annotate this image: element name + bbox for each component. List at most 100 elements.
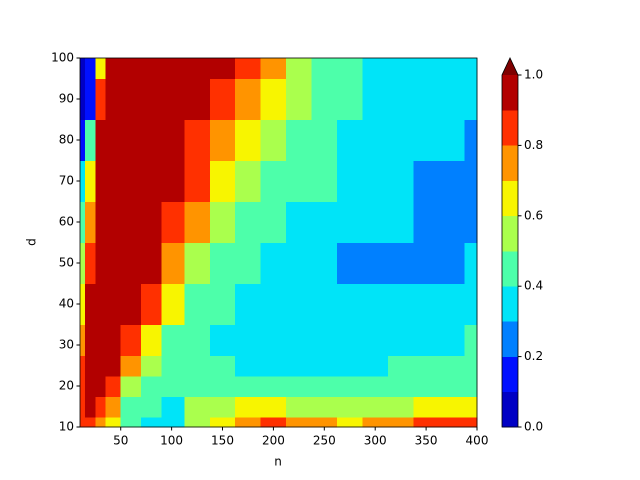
contour-cell <box>141 201 162 243</box>
contour-cell <box>337 160 363 202</box>
contour-cell <box>235 201 262 243</box>
colorbar-tick-label: 1.0 <box>524 68 543 82</box>
contour-cell <box>387 58 414 79</box>
contour-cell <box>260 242 287 284</box>
contour-cell <box>413 78 440 120</box>
contour-cell <box>184 416 211 428</box>
colorbar-band <box>502 391 518 428</box>
colorbar-band <box>502 180 518 217</box>
contour-cell <box>286 355 313 377</box>
contour-cell <box>141 396 162 418</box>
contour-cell <box>80 58 86 79</box>
contour-cell <box>235 58 262 79</box>
contour-cell <box>413 119 440 161</box>
x-tick-label: 50 <box>113 434 128 448</box>
contour-cell <box>337 58 363 79</box>
contour-cell <box>438 160 465 202</box>
contour-cell <box>95 242 106 284</box>
y-axis-label: d <box>25 238 39 246</box>
colorbar-frame <box>501 57 519 428</box>
contour-cell <box>260 160 287 202</box>
contour-cell <box>105 375 122 397</box>
contour-cell <box>362 201 389 243</box>
contour-cell <box>260 355 287 377</box>
contour-cell <box>464 355 478 377</box>
contour-cell <box>209 324 236 356</box>
contour-cell <box>464 58 478 79</box>
contour-cell <box>95 78 106 120</box>
colorbar-band <box>502 145 518 181</box>
contour-cell <box>387 78 414 120</box>
contour-cell <box>161 324 185 356</box>
contour-cell <box>286 324 313 356</box>
contour-cell <box>105 416 122 428</box>
contour-cell <box>120 78 142 120</box>
contour-cell <box>95 355 106 377</box>
contour-cell <box>260 283 287 325</box>
contour-cell <box>387 355 414 377</box>
contour-cell <box>105 78 122 120</box>
contour-cell <box>464 375 478 397</box>
contour-cell <box>286 78 313 120</box>
contour-cell <box>184 58 211 79</box>
contour-cell <box>85 375 96 397</box>
contour-cell <box>95 283 106 325</box>
contour-cell <box>80 283 86 325</box>
contour-cell <box>438 119 465 161</box>
contour-cell <box>105 58 122 79</box>
colorbar-band <box>502 356 518 393</box>
contour-cell <box>141 355 162 377</box>
contour-cell <box>85 355 96 377</box>
contour-cell <box>95 396 106 418</box>
contour-cell <box>464 78 478 120</box>
contour-cell <box>80 355 86 377</box>
contour-cell <box>337 201 363 243</box>
contour-cell <box>184 201 211 243</box>
contour-cell <box>260 375 287 397</box>
contour-cell <box>184 283 211 325</box>
contour-cell <box>209 201 236 243</box>
contour-cell <box>286 58 313 79</box>
contour-cell <box>438 201 465 243</box>
contour-cell <box>120 396 142 418</box>
contour-cell <box>311 58 338 79</box>
x-tick-label: 150 <box>211 434 234 448</box>
contour-field <box>80 58 478 428</box>
contour-cell <box>95 416 106 428</box>
contour-cell <box>235 324 262 356</box>
contour-cell <box>387 396 414 418</box>
contour-cell <box>311 396 338 418</box>
contour-cell <box>438 78 465 120</box>
contour-cell <box>362 396 389 418</box>
contour-cell <box>362 160 389 202</box>
contour-cell <box>464 283 478 325</box>
contour-cell <box>438 242 465 284</box>
contour-cell <box>362 324 389 356</box>
contour-cell <box>413 160 440 202</box>
contour-cell <box>80 396 86 418</box>
contour-cell <box>80 119 86 161</box>
contour-cell <box>387 416 414 428</box>
contour-cell <box>120 242 142 284</box>
x-tick-label: 100 <box>160 434 183 448</box>
contour-cell <box>161 396 185 418</box>
contour-cell <box>464 242 478 284</box>
contour-cell <box>141 160 162 202</box>
contour-cell <box>85 78 96 120</box>
contour-cell <box>120 324 142 356</box>
contour-cell <box>161 416 185 428</box>
colorbar-tick-label: 0.8 <box>524 138 543 152</box>
y-tick-label: 20 <box>59 379 74 393</box>
contour-cell <box>161 58 185 79</box>
contour-cell <box>413 416 440 428</box>
contour-cell <box>95 201 106 243</box>
contour-cell <box>337 119 363 161</box>
contour-cell <box>85 283 96 325</box>
contour-cell <box>438 355 465 377</box>
contour-cell <box>141 58 162 79</box>
x-tick-label: 400 <box>466 434 489 448</box>
contour-cell <box>413 375 440 397</box>
contour-cell <box>235 375 262 397</box>
contour-cell <box>362 416 389 428</box>
